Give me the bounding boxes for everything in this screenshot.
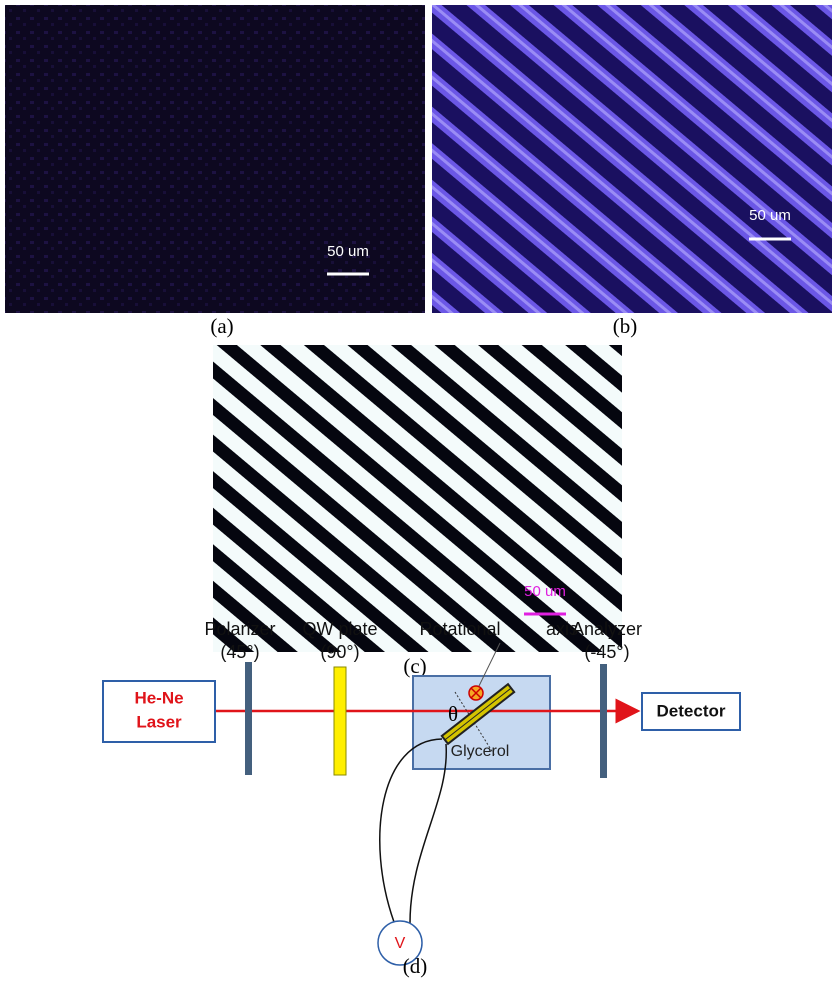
qw-label: (90°) — [320, 642, 359, 662]
polarizer-label: (45°) — [220, 642, 259, 662]
wire — [410, 744, 446, 923]
micrograph-a — [5, 5, 425, 313]
scale-label: 50 um — [327, 243, 369, 260]
angle-label: θ — [448, 702, 458, 726]
laser-label: He-Ne — [134, 688, 183, 707]
axis-label: Rotational — [419, 619, 500, 639]
analyzer — [600, 664, 607, 778]
detector-label: Detector — [657, 701, 726, 720]
panel-label: (a) — [210, 314, 233, 338]
micrograph-c — [213, 345, 622, 652]
analyzer-label: Analyzer — [572, 619, 642, 639]
scale-label: 50 um — [749, 207, 791, 224]
panel-label: (d) — [403, 954, 428, 978]
panel-label: (b) — [613, 314, 638, 338]
polarizer — [245, 662, 252, 775]
medium-label: Glycerol — [451, 743, 510, 760]
figure: 50 um (a) 50 um (b) 50 um (c) He-Ne Lase… — [0, 0, 838, 984]
laser-label: Laser — [136, 712, 182, 731]
qw-label: QW plate — [302, 619, 377, 639]
polarizer-label: Polarizer — [204, 619, 275, 639]
scale-label: 50 um — [524, 583, 566, 600]
analyzer-label: (-45°) — [584, 642, 629, 662]
micrograph-b — [432, 5, 832, 313]
qw-plate — [334, 667, 346, 775]
voltage-label: V — [395, 935, 406, 952]
panel-label: (c) — [403, 654, 426, 678]
